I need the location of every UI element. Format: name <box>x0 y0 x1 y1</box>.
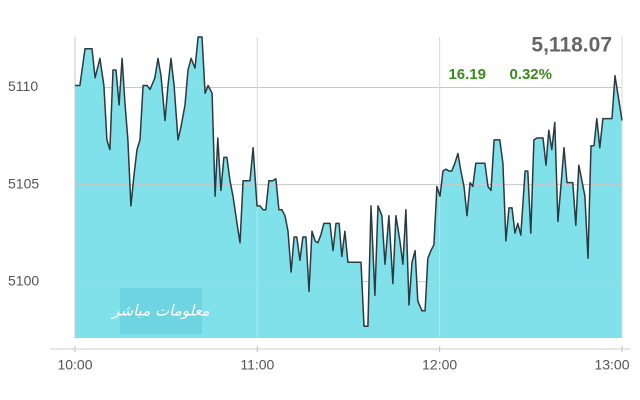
x-tick-label: 13:00 <box>594 357 629 373</box>
area <box>75 37 622 338</box>
change-percent: 0.32% <box>509 66 552 83</box>
x-tick-label: 12:00 <box>422 357 457 373</box>
x-tick-label: 11:00 <box>240 357 274 373</box>
x-tick-label: 10:00 <box>57 357 92 373</box>
line <box>75 36 623 328</box>
change: 16.19 <box>448 66 486 83</box>
plot: 5100 5105 5110 10:00 11:00 12:00 13:00 <box>8 36 630 373</box>
y-tick-label: 5105 <box>8 175 39 191</box>
watermark-box <box>120 288 202 334</box>
y-tick-label: 5100 <box>8 272 39 288</box>
watermark: معلومات مباشر <box>110 302 209 320</box>
price: 5,118.07 <box>531 34 612 57</box>
y-tick-label: 5110 <box>8 78 38 94</box>
